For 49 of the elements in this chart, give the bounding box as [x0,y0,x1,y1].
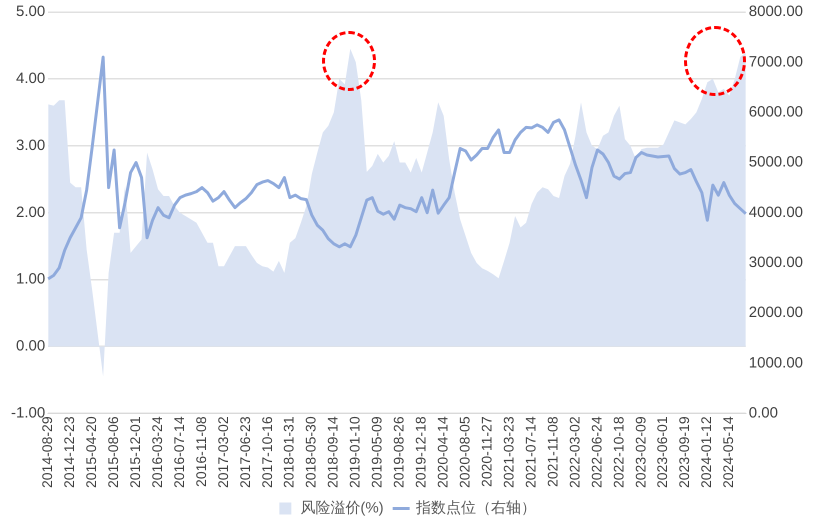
x-tick-label: 2016-03-24 [148,416,165,488]
y2-tick-label: 7000.00 [748,53,804,70]
x-tick-label: 2022-03-02 [566,416,582,488]
y2-tick-label: 2000.00 [748,304,804,322]
x-tick-label: 2020-04-14 [434,416,451,488]
y-tick-label: 1.00 [16,270,46,288]
x-tick-label: 2017-03-02 [214,416,231,488]
x-tick-label: 2016-11-08 [192,416,209,487]
x-tick-label: 2023-06-01 [654,416,670,488]
y2-tick-label: 6000.00 [748,103,804,120]
y-tick-label: 5.00 [16,3,46,20]
y-tick-label: 2.00 [16,204,46,221]
x-tick-label: 2018-05-30 [302,416,319,488]
x-tick-label: 2019-12-18 [412,416,429,488]
y2-tick-label: 3000.00 [748,254,804,272]
x-tick-label: 2021-03-23 [500,416,516,488]
y2-tick-label: 5000.00 [748,154,804,171]
x-tick-label: 2019-01-10 [346,416,363,488]
x-tick-label: 2022-06-24 [588,416,604,488]
x-tick-label: 2023-09-19 [676,416,692,488]
x-tick-label: 2015-08-06 [104,416,121,488]
x-tick-label: 2018-09-14 [324,416,341,488]
x-tick-label: 2015-12-01 [126,416,143,488]
x-tick-label: 2024-01-12 [698,416,714,488]
y-tick-label: 3.00 [16,136,46,154]
x-tick-label: 2019-08-26 [390,416,407,488]
x-tick-label: 2016-07-14 [170,416,187,488]
y2-tick-label: 1000.00 [748,354,804,372]
x-tick-label: 2021-11-08 [544,416,560,487]
x-tick-label: 2020-08-05 [456,416,473,488]
y2-tick-label: 0.00 [748,404,778,422]
y2-tick-label: 8000.00 [748,3,804,20]
legend-label: 指数点位（右轴） [415,500,536,517]
x-tick-label: 2021-07-14 [522,416,538,488]
y-tick-label: 0.00 [16,338,46,355]
x-tick-label: 2017-06-23 [236,416,253,488]
x-tick-label: 2014-12-23 [61,416,78,488]
x-tick-label: 2019-05-09 [368,416,385,488]
legend-label: 风险溢价(%) [300,500,384,517]
y2-tick-label: 4000.00 [748,204,804,221]
x-tick-label: 2015-04-20 [82,416,99,488]
x-tick-label: 2022-10-18 [610,416,626,488]
x-tick-label: 2017-10-16 [258,416,275,488]
x-tick-label: 2023-02-09 [632,416,648,488]
x-tick-label: 2014-08-29 [39,416,56,488]
x-tick-label: 2018-01-31 [280,416,297,488]
y-tick-label: 4.00 [16,70,46,88]
x-tick-label: 2024-05-14 [720,416,736,488]
x-tick-label: 2020-11-27 [478,416,494,487]
